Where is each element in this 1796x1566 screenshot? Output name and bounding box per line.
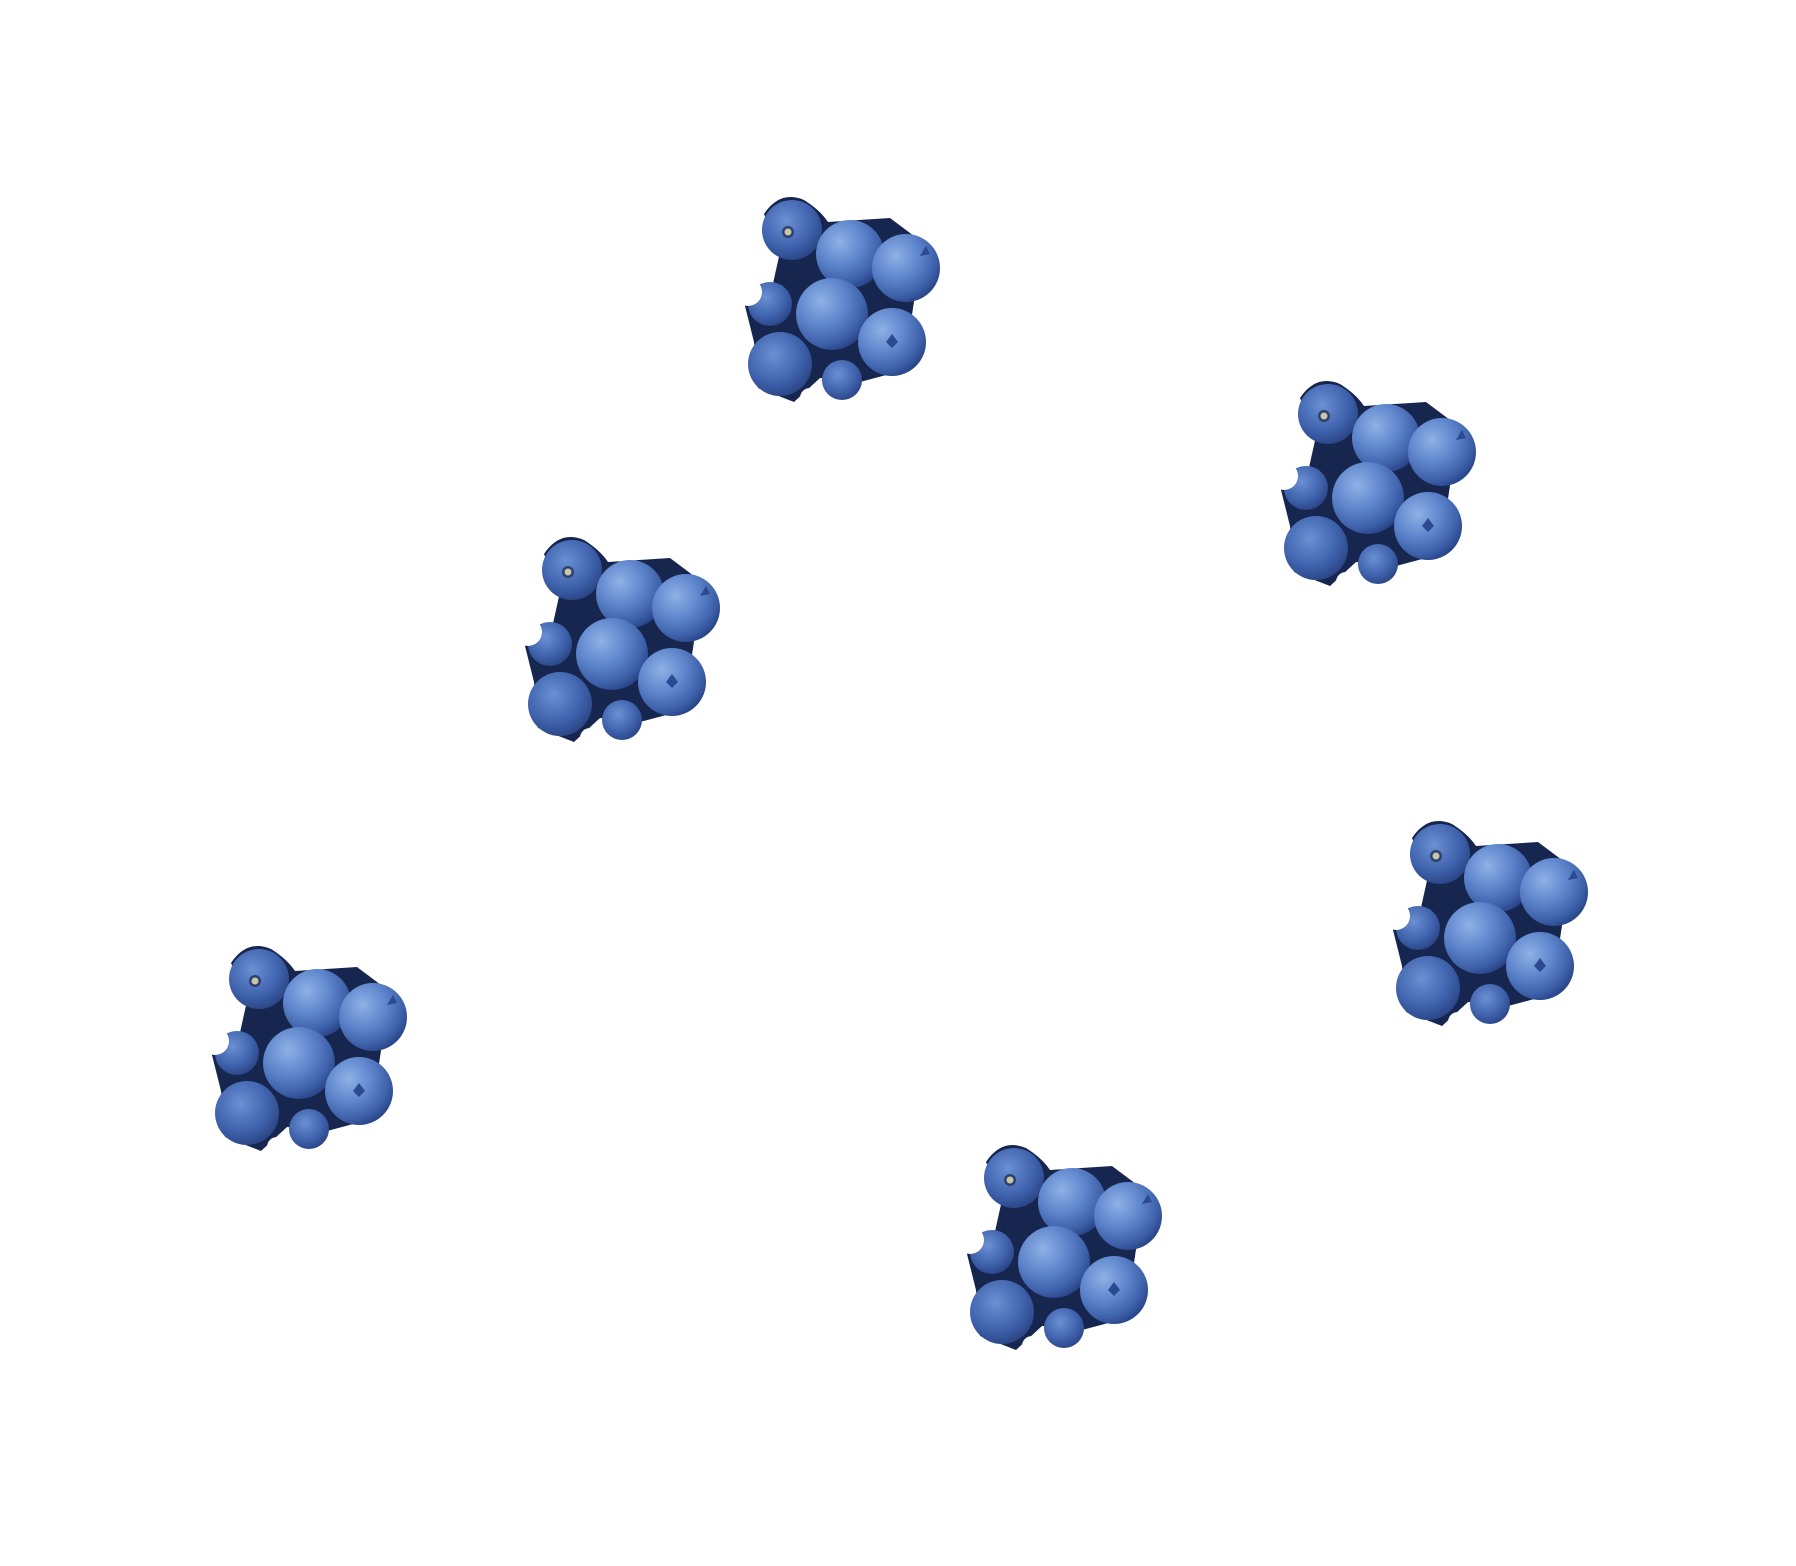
blueberry-cluster-upper-right [1276,381,1476,586]
blueberry-cluster-lower-left [207,946,407,1151]
blueberry-cluster-top-center [740,197,940,402]
blueberry-cluster-right [1388,821,1588,1026]
blueberry-cluster-middle-left [520,537,720,742]
blueberry-cluster-bottom-center [962,1145,1162,1350]
